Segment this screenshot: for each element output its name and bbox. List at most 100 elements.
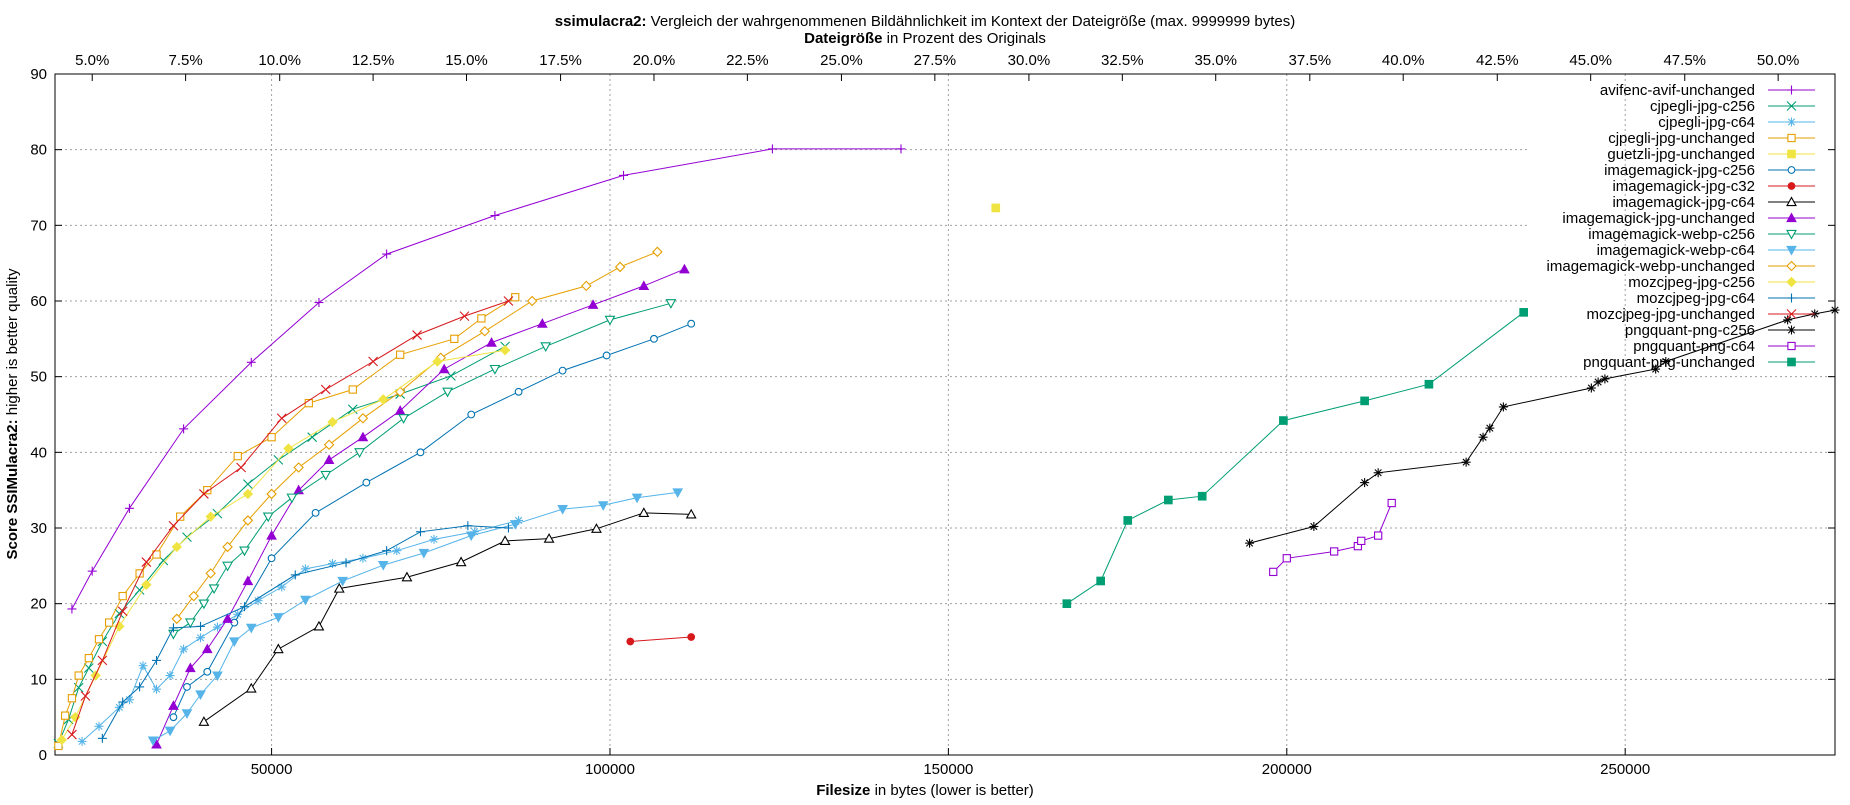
series-line <box>152 491 678 742</box>
data-point <box>196 621 206 631</box>
series-imagemagick-jpg-c32 <box>626 633 696 646</box>
data-point <box>242 575 254 586</box>
plot-frame <box>54 73 1836 756</box>
x2-tick-label: 30.0% <box>1008 52 1051 69</box>
legend-swatch-marker <box>1787 293 1796 303</box>
data-point <box>188 590 200 602</box>
series-line <box>1272 502 1393 573</box>
series-line <box>203 512 692 723</box>
legend-swatch-marker <box>1786 229 1797 240</box>
y-tick-label: 40 <box>30 444 47 461</box>
data-point <box>442 387 453 398</box>
data-point <box>398 414 409 424</box>
data-point <box>1593 377 1603 387</box>
legend-label: mozcjpeg-jpg-c256 <box>1628 274 1755 291</box>
legend-swatch-marker <box>1786 212 1797 223</box>
series-cjpegli-jpg-c64 <box>77 515 524 746</box>
data-point <box>1269 567 1278 577</box>
data-point <box>169 713 178 722</box>
legend: avifenc-avif-unchangedcjpegli-jpg-c256cj… <box>1547 82 1815 371</box>
legend-entry: cjpegli-jpg-unchanged <box>1608 130 1815 147</box>
data-point <box>240 602 250 612</box>
data-point <box>104 618 114 627</box>
data-point <box>1498 402 1508 412</box>
data-point <box>650 334 658 343</box>
data-point <box>540 342 552 353</box>
data-point <box>438 363 450 374</box>
data-point <box>283 443 294 454</box>
data-point <box>205 511 216 522</box>
data-point <box>377 560 389 571</box>
x-tick-label: 50000 <box>251 761 293 778</box>
legend-swatch-marker <box>1787 133 1796 143</box>
data-point <box>455 556 467 567</box>
data-point <box>141 557 152 567</box>
data-point <box>672 488 684 498</box>
series-imagemagick-jpg-c64 <box>198 507 697 726</box>
data-point <box>337 576 348 587</box>
data-point <box>463 521 473 531</box>
legend-swatch-marker <box>1787 325 1796 335</box>
data-point <box>357 413 369 424</box>
data-point <box>245 682 257 693</box>
data-point <box>432 356 443 367</box>
data-point <box>323 454 335 464</box>
legend-entry: pngquant-png-c256 <box>1625 322 1815 339</box>
data-point <box>185 662 196 673</box>
data-point <box>243 479 253 490</box>
data-point <box>97 733 107 743</box>
data-point <box>362 478 371 487</box>
data-point <box>201 643 213 654</box>
data-point <box>503 296 514 306</box>
data-point <box>286 493 298 504</box>
data-point <box>1164 495 1173 505</box>
data-point <box>118 591 127 601</box>
data-point <box>465 531 477 542</box>
data-point <box>179 644 189 654</box>
data-point <box>152 655 162 665</box>
data-point <box>176 512 185 521</box>
series-pngquant-png-c64 <box>1269 498 1396 577</box>
data-point <box>94 721 104 731</box>
series-line <box>61 349 506 741</box>
series-group <box>53 144 1840 751</box>
data-point <box>212 671 223 682</box>
data-point <box>245 623 257 634</box>
data-point <box>327 559 337 569</box>
x2-tick-label: 45.0% <box>1569 52 1612 69</box>
data-point <box>341 558 351 568</box>
data-point <box>1387 498 1396 508</box>
legend-swatch-marker <box>1787 149 1796 159</box>
data-point <box>56 734 67 746</box>
data-point <box>348 385 357 394</box>
y-tick-label: 10 <box>30 671 47 688</box>
data-point <box>222 613 233 623</box>
legend-entry: pngquant-png-c64 <box>1633 338 1815 355</box>
data-point <box>429 534 439 544</box>
legend-entry: guetzli-jpg-unchanged <box>1607 146 1815 163</box>
data-point <box>557 504 568 515</box>
legend-swatch-marker <box>1787 182 1796 190</box>
data-point <box>67 729 77 740</box>
data-point <box>652 246 663 258</box>
y-tick-label: 0 <box>39 747 47 764</box>
data-point <box>401 571 413 582</box>
data-point <box>1062 599 1072 608</box>
data-point <box>1360 478 1370 488</box>
legend-swatch-marker <box>1786 309 1797 319</box>
data-point <box>1096 576 1105 586</box>
data-point <box>1330 547 1339 556</box>
series-line <box>71 148 901 610</box>
data-point <box>262 512 274 523</box>
data-point <box>412 330 422 340</box>
data-point <box>486 337 497 347</box>
data-point <box>767 144 777 154</box>
data-point <box>368 356 378 367</box>
data-point <box>587 299 599 309</box>
data-point <box>272 613 284 623</box>
y-tick-label: 70 <box>30 217 47 234</box>
data-point <box>168 623 178 633</box>
data-point <box>347 404 358 415</box>
data-point <box>1197 491 1207 501</box>
